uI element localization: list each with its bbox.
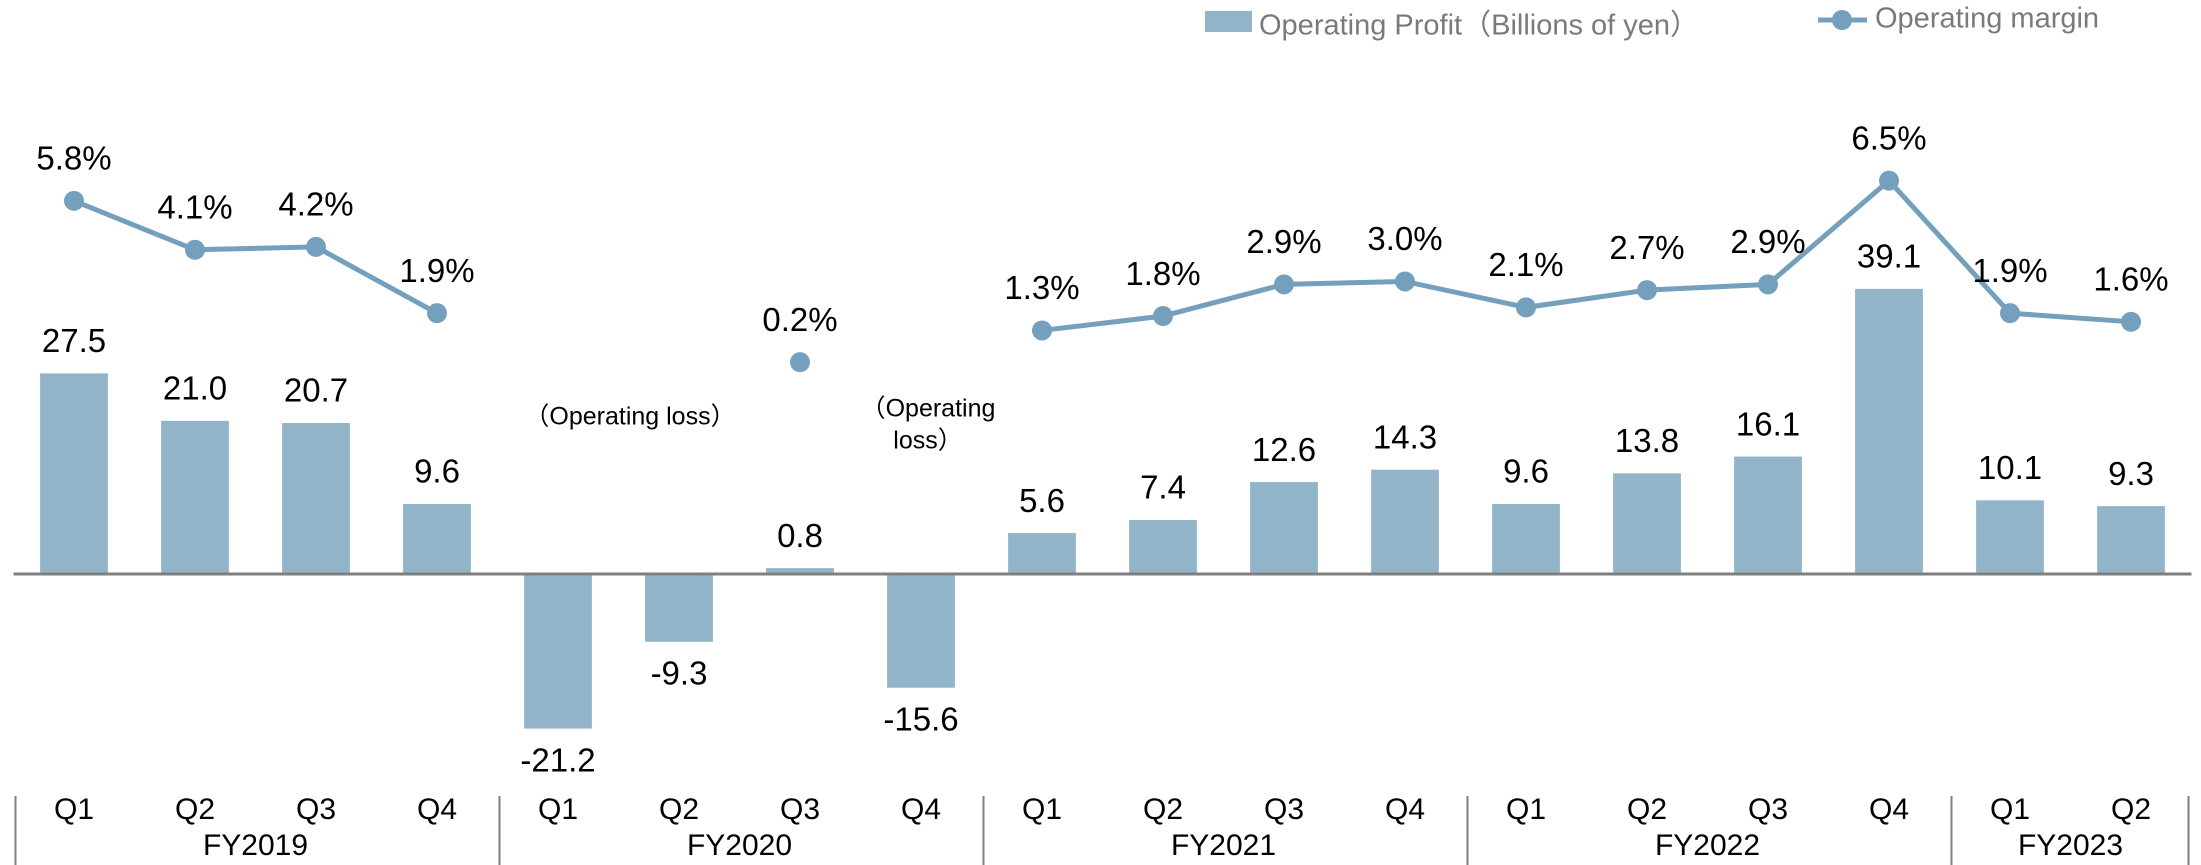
data-label: 6.5% [1851, 119, 1926, 156]
bar [40, 373, 108, 574]
data-label: 4.1% [157, 189, 232, 226]
group-label: FY2021 [1171, 829, 1276, 862]
line-marker [790, 352, 810, 373]
line-marker [1758, 274, 1778, 295]
data-label: 1.9% [1972, 252, 2047, 289]
x-tick-label: Q2 [659, 793, 699, 826]
data-label: 5.8% [36, 140, 111, 177]
data-label: 3.0% [1367, 220, 1442, 257]
x-tick-label: Q2 [2111, 793, 2151, 826]
data-label: 39.1 [1857, 238, 1921, 275]
line [1041, 177, 2132, 333]
line-marker [64, 190, 84, 211]
data-label: 2.9% [1246, 223, 1321, 260]
bar [403, 503, 471, 574]
data-label: 9.6 [1503, 453, 1549, 490]
x-tick-label: Q3 [780, 793, 820, 826]
data-label: 16.1 [1736, 405, 1800, 442]
line-marker [1032, 320, 1052, 341]
data-label: 2.7% [1609, 229, 1684, 266]
data-label: 21.0 [163, 370, 227, 407]
group-label: FY2022 [1655, 829, 1760, 862]
bar [1976, 500, 2044, 574]
data-label: 14.3 [1373, 418, 1437, 455]
data-label: -9.3 [651, 654, 708, 691]
data-label: 27.5 [42, 322, 106, 359]
x-tick-label: Q3 [1748, 793, 1788, 826]
x-tick-label: Q1 [1506, 793, 1546, 826]
line-marker [2000, 303, 2020, 324]
bar [524, 573, 592, 729]
line-marker [306, 236, 326, 257]
data-label: 1.6% [2093, 261, 2168, 298]
data-label: 4.2% [278, 186, 353, 223]
data-label: 13.8 [1615, 422, 1679, 459]
x-tick-label: Q1 [1022, 793, 1062, 826]
group-label: FY2023 [2018, 829, 2123, 862]
data-label: 12.6 [1252, 431, 1316, 468]
x-tick-label: Q2 [1143, 793, 1183, 826]
x-tick-label: Q2 [1627, 793, 1667, 826]
data-label: 1.9% [399, 252, 474, 289]
data-label: 5.6 [1019, 482, 1065, 519]
data-label: -21.2 [520, 741, 595, 778]
bar [645, 573, 713, 642]
data-label: 9.3 [2108, 455, 2154, 492]
legend-label: Operating Profit（Billions of yen） [1259, 10, 1699, 42]
x-tick-label: Q4 [1869, 793, 1909, 826]
data-label: 1.3% [1004, 269, 1079, 306]
line-marker [427, 303, 447, 324]
line-marker [2121, 311, 2141, 332]
bar [1371, 469, 1439, 574]
line-marker [1879, 170, 1899, 191]
x-tick-label: Q1 [54, 793, 94, 826]
x-tick-label: Q3 [1264, 793, 1304, 826]
x-tick-label: Q1 [1990, 793, 2030, 826]
x-tick-label: Q4 [1385, 793, 1425, 826]
line [73, 198, 439, 316]
bar [1250, 482, 1318, 574]
line-marker [185, 239, 205, 260]
data-label: 7.4 [1140, 469, 1186, 506]
x-tick-label: Q2 [175, 793, 215, 826]
bar [1855, 288, 1923, 574]
data-label: 2.1% [1488, 246, 1563, 283]
data-label: 20.7 [284, 372, 348, 409]
x-tick-label: Q4 [417, 793, 457, 826]
legend-swatch-bar [1205, 11, 1252, 32]
annotation: loss） [893, 427, 962, 455]
data-label: 0.8 [777, 517, 823, 554]
bar [161, 420, 229, 574]
bar [1734, 456, 1802, 574]
bar [1008, 533, 1076, 574]
group-label: FY2019 [203, 829, 308, 862]
legend-label: Operating margin [1875, 3, 2099, 35]
group-label: FY2020 [687, 829, 792, 862]
bar [2097, 506, 2165, 574]
line-marker [1637, 280, 1657, 301]
line-marker [1153, 306, 1173, 327]
annotation: （Operating loss） [524, 403, 735, 431]
bar [887, 573, 955, 688]
x-tick-label: Q4 [901, 793, 941, 826]
bar [1129, 520, 1197, 574]
data-label: -15.6 [883, 700, 958, 737]
data-label: 1.8% [1125, 255, 1200, 292]
line-marker [1274, 274, 1294, 295]
data-label: 0.2% [762, 301, 837, 338]
line-marker [1395, 271, 1415, 292]
x-tick-label: Q1 [538, 793, 578, 826]
bar [766, 568, 834, 574]
annotation: （Operating [861, 395, 996, 423]
data-label: 10.1 [1978, 449, 2042, 486]
x-tick-label: Q3 [296, 793, 336, 826]
line-marker [1516, 297, 1536, 318]
bar [1613, 473, 1681, 574]
legend-marker [1832, 10, 1852, 30]
data-label: 2.9% [1730, 223, 1805, 260]
bar [1492, 503, 1560, 574]
data-label: 9.6 [414, 453, 460, 490]
bar [282, 423, 350, 574]
